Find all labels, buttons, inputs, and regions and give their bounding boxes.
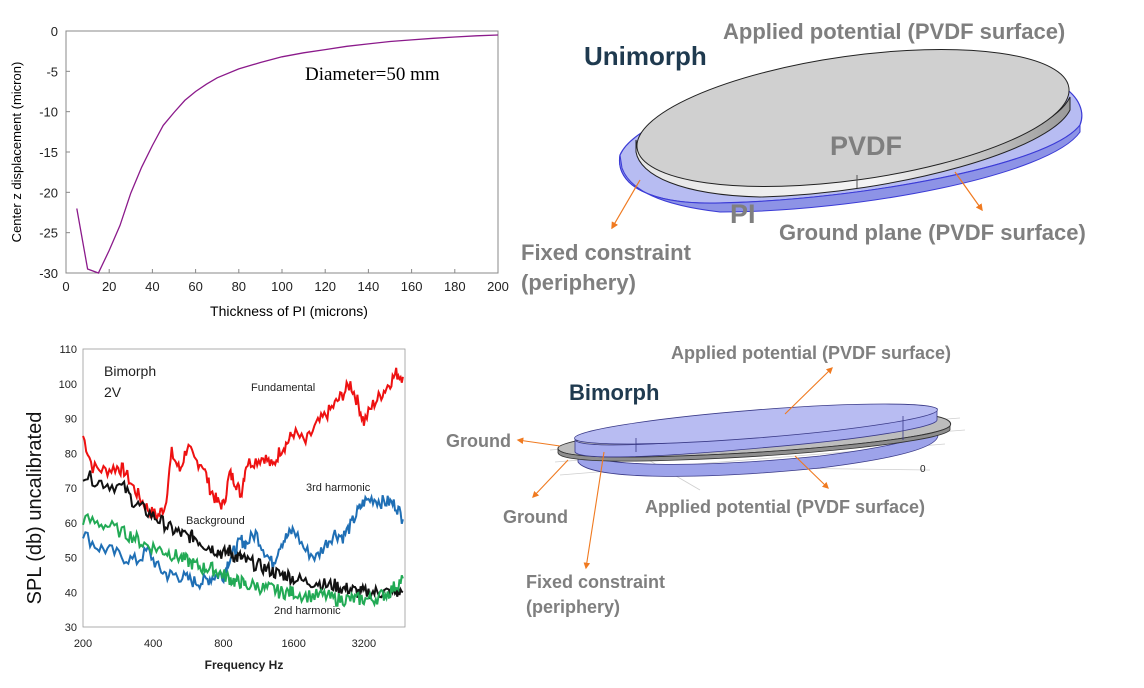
pi-label: PI — [730, 199, 756, 229]
ground-plane-label: Ground plane (PVDF surface) — [779, 220, 1086, 245]
fixed-constraint-label-bimorph-2: (periphery) — [526, 597, 620, 617]
x-tick-label: 160 — [401, 279, 423, 294]
spl-series-3rd-harmonic — [82, 493, 404, 591]
y-tick-label: -5 — [46, 64, 58, 79]
spl-y-tick-label: 90 — [65, 414, 77, 426]
fundamental-label: Fundamental — [251, 382, 315, 394]
spl-x-axis-label: Frequency Hz — [205, 658, 284, 672]
second-harmonic-label: 2nd harmonic — [274, 605, 341, 617]
x-tick-label: 140 — [358, 279, 380, 294]
pi-layer-rim — [619, 123, 1081, 213]
y-tick-label: -30 — [39, 266, 58, 281]
y-tick-label: -15 — [39, 145, 58, 160]
spl-series-2nd-harmonic — [82, 512, 404, 608]
displacement-curve — [76, 34, 499, 274]
bimorph-spl-chart: 30 40 50 60 70 80 90 100 110 200 400 800 1600 3200 B… — [24, 344, 406, 672]
fixed-constraint-arrow-bimorph — [583, 451, 605, 570]
spl-x-tick-label: 800 — [214, 638, 232, 650]
applied-top-arrow — [784, 367, 833, 415]
x-tick-label: 40 — [145, 279, 159, 294]
spl-series-fundamental — [82, 367, 404, 523]
axis-tick-zero: 0 — [920, 464, 926, 475]
y-tick-label: -10 — [39, 105, 58, 120]
mode-annotation: Bimorph — [104, 363, 156, 379]
unimorph-title: Unimorph — [584, 41, 707, 71]
spl-x-tick-label: 3200 — [352, 638, 376, 650]
unimorph-displacement-chart: 0 -5 -10 -15 -20 -25 -30 0 20 40 60 80 100 120 140 160… — [9, 24, 509, 319]
x-tick-label: 20 — [102, 279, 116, 294]
x-tick-label: 0 — [62, 279, 69, 294]
ground-bottom-arrow — [532, 459, 569, 498]
voltage-annotation: 2V — [104, 384, 122, 400]
bimorph-diagram: Bimorph Applied potential (PVDF surface)… — [446, 343, 966, 617]
diameter-annotation: Diameter=50 mm — [305, 64, 440, 85]
x-tick-label: 60 — [188, 279, 202, 294]
x-tick-label: 100 — [271, 279, 293, 294]
x-tick-label: 120 — [314, 279, 336, 294]
pvdf-top-surface — [636, 49, 1070, 187]
spl-y-tick-label: 70 — [65, 483, 77, 495]
third-harmonic-label: 3rd harmonic — [306, 482, 371, 494]
ground-left-arrow — [516, 437, 561, 447]
fixed-constraint-label-2: (periphery) — [521, 270, 636, 295]
fixed-constraint-label: Fixed constraint — [521, 240, 692, 265]
applied-bottom-arrow — [794, 455, 829, 489]
x-axis-label: Thickness of PI (microns) — [210, 303, 368, 319]
spl-y-tick-label: 30 — [65, 622, 77, 634]
y-axis-label: Center z displacement (micron) — [9, 62, 24, 243]
spl-y-tick-label: 60 — [65, 518, 77, 530]
applied-bottom-label: Applied potential (PVDF surface) — [645, 497, 925, 517]
x-tick-label: 80 — [232, 279, 246, 294]
spl-x-tick-label: 200 — [74, 638, 92, 650]
spl-y-tick-label: 110 — [59, 344, 77, 356]
ground-plane-arrow — [954, 171, 983, 212]
y-tick-label: -20 — [39, 185, 58, 200]
ground-bottom-label: Ground — [503, 507, 568, 527]
spl-series-background — [82, 470, 404, 600]
pvdf-label: PVDF — [830, 131, 902, 161]
fixed-constraint-label-bimorph: Fixed constraint — [526, 572, 665, 592]
unimorph-diagram: Unimorph Applied potential (PVDF surface… — [521, 19, 1086, 295]
spl-y-axis-label: SPL (db) uncalibrated — [24, 412, 46, 605]
spl-x-tick-label: 1600 — [281, 638, 305, 650]
spl-y-tick-label: 100 — [59, 379, 77, 391]
fixed-constraint-arrow — [611, 179, 641, 230]
spl-y-tick-label: 50 — [65, 553, 77, 565]
x-tick-label: 180 — [444, 279, 466, 294]
upper-pvdf-top — [574, 403, 938, 445]
spl-y-tick-label: 80 — [65, 448, 77, 460]
spl-x-tick-label: 400 — [144, 638, 162, 650]
background-label: Background — [186, 515, 245, 527]
y-tick-label: -25 — [39, 226, 58, 241]
x-tick-label: 200 — [487, 279, 509, 294]
applied-top-label: Applied potential (PVDF surface) — [671, 343, 951, 363]
spl-plot-frame — [82, 348, 406, 628]
ground-left-label: Ground — [446, 431, 511, 451]
y-tick-label: 0 — [51, 24, 58, 39]
bimorph-title: Bimorph — [569, 380, 659, 405]
spl-y-tick-label: 40 — [65, 587, 77, 599]
applied-potential-label: Applied potential (PVDF surface) — [723, 19, 1065, 44]
